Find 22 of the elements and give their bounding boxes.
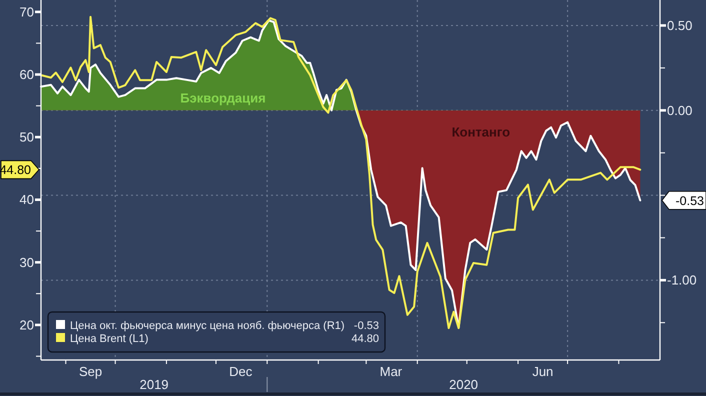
annotation: -0.53 — [354, 320, 379, 332]
y-tick-label: 50 — [20, 130, 34, 145]
y2-tick-label: 0.00 — [667, 102, 692, 118]
x-tick-label: Mar — [380, 364, 403, 379]
y2-tick-label: -1.00 — [667, 272, 697, 288]
y-tick-label: 70 — [20, 4, 34, 20]
annotation: Контанго — [452, 124, 510, 140]
y-tick-label: 40 — [20, 192, 34, 208]
y-tick-label: 60 — [20, 67, 34, 82]
text: -0.53 — [676, 194, 704, 208]
y2-tick-label: 0.50 — [667, 18, 692, 33]
x-tick-label: Sep — [78, 364, 102, 379]
annotation: 44.80 — [351, 333, 379, 345]
y-tick-label: 30 — [20, 254, 34, 270]
x-tick-label: Jun — [532, 364, 554, 379]
annotation: Бэквордация — [180, 90, 266, 106]
text: 2019 — [140, 377, 169, 392]
y-tick-label: 20 — [20, 317, 34, 332]
legend-label: Цена окт. фьючерса минус цена нояб. фьючерса (R1) — [70, 320, 345, 332]
legend-label: Цена Brent (L1) — [70, 333, 148, 345]
x-tick-label: Dec — [229, 364, 253, 379]
text: 2020 — [449, 377, 478, 392]
